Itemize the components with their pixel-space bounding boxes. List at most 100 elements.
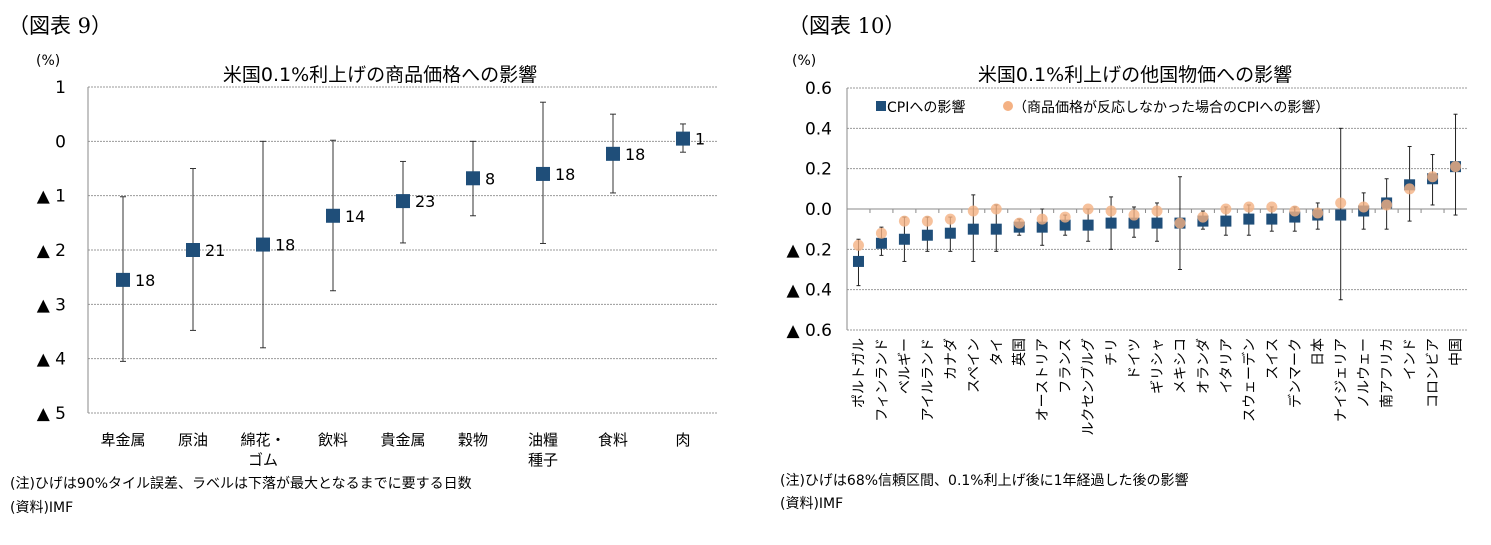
x-category-label: コロンビア [1426, 338, 1442, 408]
data-point [396, 194, 410, 209]
data-label: 23 [415, 192, 435, 211]
right-note: (注)ひげは68%信頼区間、0.1%利上げ後に1年経過した後の影響 [780, 473, 1189, 489]
no-commodity-data-point [1266, 201, 1278, 213]
data-label: 8 [485, 169, 495, 188]
no-commodity-data-point [1128, 209, 1140, 221]
cpi-data-point [1335, 209, 1347, 221]
y-tick-label: ▲ 3 [37, 295, 66, 315]
cpi-data-point [1243, 213, 1255, 225]
no-commodity-data-point [1427, 171, 1439, 183]
x-category-label: オランダ [1196, 338, 1212, 394]
x-category-label: デンマーク [1287, 338, 1304, 408]
x-category-label: 肉 [675, 431, 690, 449]
data-point [326, 208, 340, 223]
data-point [186, 243, 200, 257]
x-category-label: カナダ [943, 338, 959, 380]
data-label: 1 [695, 130, 705, 149]
no-commodity-data-point [1289, 205, 1301, 217]
x-category-label: 貴金属 [380, 431, 425, 449]
cpi-data-point [1036, 221, 1048, 233]
right-source: (資料)IMF [780, 496, 844, 512]
left-figure-label: （図表 9） [8, 14, 113, 38]
left-source: (資料)IMF [10, 500, 74, 516]
cpi-data-point [1151, 217, 1163, 229]
data-label: 14 [345, 207, 365, 226]
data-point [116, 272, 130, 287]
data-label: 18 [555, 165, 575, 184]
x-category-label: ルクセンブルグ [1080, 338, 1097, 436]
data-point [256, 237, 270, 252]
legend-label-cpi: CPIへの影響 [887, 99, 965, 116]
no-commodity-data-point [852, 239, 864, 251]
no-commodity-data-point [944, 213, 956, 225]
y-tick-label: ▲ 2 [37, 241, 66, 261]
x-category-label: 中国 [1449, 338, 1465, 366]
no-commodity-data-point [1335, 197, 1347, 209]
no-commodity-data-point [1220, 203, 1232, 215]
no-commodity-data-point [1082, 203, 1094, 215]
cpi-data-point [1289, 211, 1301, 223]
x-category-label: 原油 [178, 431, 208, 449]
y-tick-label: 0.6 [805, 79, 832, 99]
x-category-label: チリ [1104, 338, 1120, 366]
right-chart-title: 米国0.1%利上げの他国物価への影響 [977, 64, 1293, 86]
no-commodity-data-point [1404, 183, 1416, 195]
x-category-label: ナイジェリア [1334, 338, 1350, 422]
cpi-data-point [921, 229, 933, 241]
no-commodity-data-point [1036, 213, 1048, 225]
cpi-data-point [852, 255, 864, 267]
no-commodity-data-point [1312, 207, 1324, 219]
x-category-label: フィンランド [874, 338, 890, 422]
cpi-data-point [967, 223, 979, 235]
y-tick-label: ▲ 0.6 [786, 321, 832, 341]
x-category-label: スイス [1265, 338, 1281, 380]
y-tick-label: ▲ 0.4 [786, 281, 832, 301]
y-tick-label: ▲ 4 [37, 350, 66, 370]
x-category-label: 綿花・ [240, 431, 285, 449]
no-commodity-data-point [967, 205, 979, 217]
no-commodity-data-point [898, 215, 910, 227]
no-commodity-data-point [1059, 211, 1071, 223]
y-tick-label: ▲ 1 [37, 187, 66, 207]
y-tick-label: 1 [55, 78, 66, 98]
data-point [606, 146, 620, 161]
no-commodity-data-point [1450, 161, 1462, 173]
cpi-data-point [875, 237, 887, 249]
x-category-label: ゴム [248, 451, 278, 469]
left-note: (注)ひげは90%タイル誤差、ラベルは下落が最大となるまでに要する日数 [10, 476, 472, 492]
x-category-label: ギリシャ [1150, 338, 1166, 394]
x-category-label: 南アフリカ [1380, 338, 1396, 408]
x-category-label: 飲料 [318, 431, 348, 449]
x-category-label: アイルランド [920, 338, 936, 421]
cpi-data-point [990, 223, 1002, 235]
cpi-data-point [1059, 219, 1071, 231]
right-unit-label: (%) [792, 53, 817, 69]
no-commodity-data-point [990, 203, 1002, 215]
cpi-data-point [1220, 215, 1232, 227]
x-category-label: 卑金属 [100, 431, 145, 449]
legend-label-no-commodity: （商品価格が反応しなかった場合のCPIへの影響） [1013, 99, 1329, 116]
cpi-data-point [1082, 219, 1094, 231]
x-category-label: タイ [989, 338, 1005, 366]
x-category-label: フランス [1058, 338, 1074, 394]
x-category-label: スウェーデン [1241, 338, 1258, 422]
y-tick-label: 0.4 [805, 119, 832, 139]
data-label: 18 [625, 145, 645, 164]
x-category-label: スペイン [966, 338, 982, 393]
x-category-label: 食料 [598, 431, 628, 449]
no-commodity-data-point [1381, 199, 1393, 211]
y-tick-label: 0.2 [805, 160, 832, 180]
x-category-label: ドイツ [1127, 338, 1143, 380]
right-figure-label: （図表 10） [788, 14, 906, 38]
x-category-label: メキシコ [1173, 338, 1189, 394]
no-commodity-data-point [1243, 201, 1255, 213]
data-point [676, 131, 690, 146]
data-point [536, 166, 550, 181]
x-category-label: 種子 [528, 451, 558, 469]
no-commodity-data-point [921, 215, 933, 227]
legend-marker-cpi [876, 101, 886, 111]
no-commodity-data-point [1151, 205, 1163, 217]
y-tick-label: 0 [55, 132, 66, 152]
data-label: 18 [275, 236, 295, 255]
cpi-data-point [1266, 213, 1278, 225]
